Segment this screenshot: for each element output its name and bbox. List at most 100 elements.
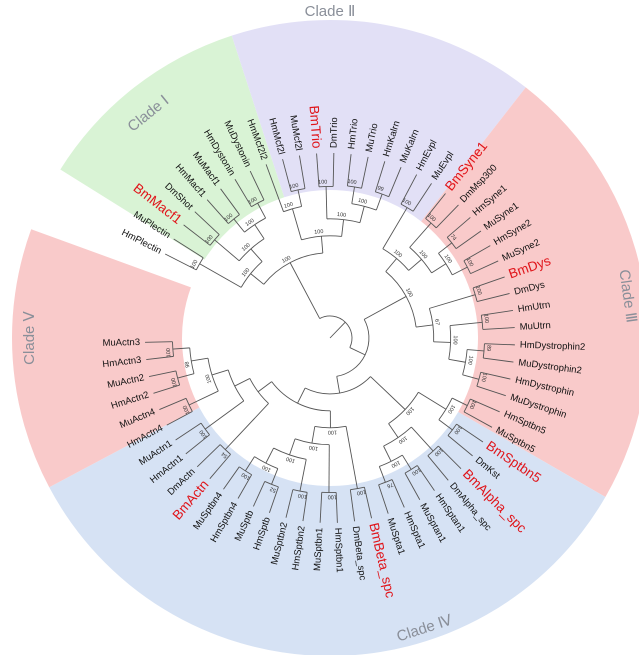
bootstrap-value: 100	[204, 234, 215, 245]
leaf-label-hmsptbn1: HmSptbn1	[332, 528, 345, 573]
bootstrap-value: 100	[241, 242, 252, 253]
branch-line	[311, 426, 316, 444]
bootstrap-value: 100	[318, 179, 327, 185]
branch-line	[438, 419, 453, 431]
branch-arc	[462, 349, 468, 375]
branch-line	[297, 189, 303, 207]
bootstrap-value: 100	[482, 314, 489, 324]
branch-line	[467, 349, 485, 352]
bootstrap-value: 54	[221, 450, 230, 459]
clade-4-sector	[49, 407, 606, 655]
bootstrap-value: 74	[449, 234, 457, 243]
branch-line	[401, 454, 412, 470]
branch-line	[411, 426, 434, 452]
bootstrap-value: 100	[446, 403, 456, 414]
branch-line	[148, 370, 177, 378]
branch-line	[298, 155, 306, 189]
tree-branches	[145, 153, 515, 523]
branch-line	[418, 391, 447, 410]
leaf-label-hmactn3: HmActn3	[102, 355, 142, 370]
branch-line	[204, 400, 245, 430]
branch-line	[451, 397, 468, 406]
branch-line	[316, 153, 320, 187]
branch-line	[463, 245, 491, 262]
branch-line	[447, 435, 473, 457]
bootstrap-value: 100	[356, 488, 366, 496]
bootstrap-value: 100	[347, 179, 357, 186]
bootstrap-value: 52	[269, 485, 277, 493]
branch-line	[425, 193, 446, 219]
branch-line	[214, 239, 240, 262]
branch-line	[199, 263, 242, 288]
bootstrap-value: 100	[328, 429, 337, 435]
branch-line	[412, 183, 432, 212]
branch-line	[382, 207, 408, 249]
bootstrap-value: 67	[433, 319, 440, 326]
branch-line	[351, 186, 355, 204]
branch-arc	[301, 235, 342, 241]
branch-line	[250, 248, 263, 262]
branch-line	[383, 445, 392, 462]
branch-line	[408, 259, 422, 271]
bootstrap-value: 99	[377, 185, 385, 193]
branch-line	[166, 411, 193, 426]
branch-line	[223, 466, 240, 490]
branch-line	[400, 174, 418, 205]
branch-arc	[227, 369, 245, 402]
branch-arc	[336, 319, 370, 377]
bootstrap-value: 100	[404, 405, 415, 416]
branch-line	[462, 374, 480, 380]
branch-line	[265, 447, 274, 464]
branch-arc	[409, 247, 432, 274]
branch-line	[206, 199, 229, 224]
leaf-label-hmdystrophin2: HmDystrophin2	[520, 340, 586, 353]
bootstrap-value: 100	[390, 459, 401, 468]
bootstrap-value: 100	[308, 444, 318, 451]
bootstrap-value: 100	[433, 446, 444, 457]
bootstrap-value: 100	[283, 202, 293, 210]
branch-line	[332, 153, 335, 187]
leaf-label-musptbn1: MuSptbn1	[312, 527, 325, 571]
clade-label-3: Clade Ⅲ	[615, 268, 639, 324]
bootstrap-value: 100	[190, 259, 200, 270]
bootstrap-value: 100	[397, 434, 408, 444]
branch-line	[233, 218, 245, 233]
branch-line	[483, 357, 514, 363]
branch-line	[297, 387, 306, 404]
branch-line	[153, 384, 180, 394]
bootstrap-value: 98	[184, 361, 191, 368]
branch-line	[282, 159, 292, 192]
branch-line	[164, 253, 197, 271]
leaf-label-hmutrn: HmUtrn	[517, 299, 551, 315]
branch-line	[269, 486, 279, 513]
branch-line	[463, 411, 493, 428]
branch-line	[456, 423, 484, 443]
branch-line	[361, 156, 369, 189]
bootstrap-value: 100	[401, 198, 412, 208]
branch-line	[320, 236, 324, 254]
branch-line	[370, 376, 406, 410]
bootstrap-value: 100	[404, 287, 414, 298]
bootstrap-value: 76	[386, 481, 394, 489]
branch-line	[271, 468, 279, 485]
clade-label-5: Clade Ⅴ	[21, 310, 38, 364]
branch-line	[472, 276, 505, 289]
branch-line	[375, 193, 383, 211]
branch-line	[145, 341, 173, 343]
branch-line	[476, 385, 506, 397]
branch-line	[416, 324, 433, 328]
branch-arc	[254, 456, 278, 469]
branch-line	[335, 492, 338, 523]
branch-line	[146, 355, 174, 361]
branch-line	[257, 202, 267, 219]
bootstrap-value: 100	[468, 399, 477, 410]
branch-line	[220, 188, 240, 215]
bootstrap-value: 100	[465, 257, 475, 268]
branch-line	[289, 438, 296, 455]
clade-2-sector	[231, 20, 526, 222]
bootstrap-value: 100	[241, 471, 252, 481]
branch-line	[378, 466, 386, 483]
branch-line	[431, 263, 447, 274]
branch-arc	[249, 378, 269, 404]
bootstrap-value: 100	[337, 212, 347, 219]
